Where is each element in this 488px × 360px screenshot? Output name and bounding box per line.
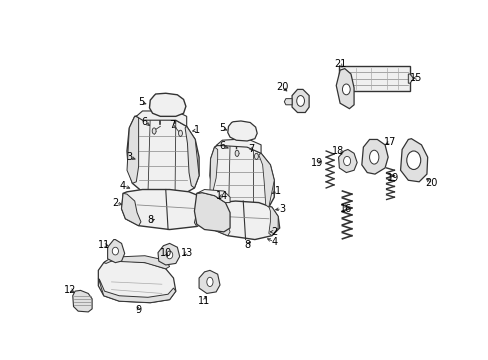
Text: 19: 19 bbox=[386, 173, 398, 183]
Text: 16: 16 bbox=[340, 204, 352, 214]
Polygon shape bbox=[268, 206, 278, 236]
Text: 1: 1 bbox=[274, 186, 281, 196]
Polygon shape bbox=[149, 93, 185, 116]
Text: 5: 5 bbox=[219, 123, 225, 133]
Text: 21: 21 bbox=[333, 59, 346, 69]
Text: 2: 2 bbox=[112, 198, 118, 208]
Polygon shape bbox=[258, 153, 274, 207]
Ellipse shape bbox=[254, 153, 258, 159]
Text: 4: 4 bbox=[271, 237, 277, 247]
Text: 1: 1 bbox=[193, 125, 200, 135]
Text: 11: 11 bbox=[98, 240, 110, 250]
Polygon shape bbox=[361, 139, 387, 174]
Text: 11: 11 bbox=[198, 296, 210, 306]
Ellipse shape bbox=[369, 150, 378, 164]
Polygon shape bbox=[107, 239, 124, 263]
Text: 7: 7 bbox=[168, 120, 175, 130]
Polygon shape bbox=[227, 121, 257, 141]
Ellipse shape bbox=[178, 130, 182, 136]
Polygon shape bbox=[216, 139, 261, 153]
Polygon shape bbox=[194, 195, 209, 226]
Text: 3: 3 bbox=[278, 204, 285, 214]
Polygon shape bbox=[209, 143, 274, 213]
Text: 8: 8 bbox=[244, 240, 250, 250]
Text: 12: 12 bbox=[64, 285, 77, 294]
Text: 3: 3 bbox=[126, 152, 132, 162]
Polygon shape bbox=[158, 243, 179, 265]
Polygon shape bbox=[122, 193, 141, 226]
Polygon shape bbox=[136, 111, 186, 126]
Polygon shape bbox=[98, 260, 176, 303]
Ellipse shape bbox=[296, 95, 304, 106]
Polygon shape bbox=[196, 189, 230, 203]
Text: 15: 15 bbox=[409, 73, 422, 83]
Ellipse shape bbox=[152, 128, 156, 134]
Text: 19: 19 bbox=[310, 158, 323, 167]
Text: 6: 6 bbox=[219, 141, 225, 150]
Text: 7: 7 bbox=[247, 144, 254, 154]
Polygon shape bbox=[103, 256, 169, 269]
Text: 14: 14 bbox=[216, 191, 228, 201]
Polygon shape bbox=[194, 193, 230, 232]
Text: 9: 9 bbox=[135, 305, 142, 315]
Ellipse shape bbox=[343, 156, 350, 166]
Polygon shape bbox=[209, 206, 230, 236]
Polygon shape bbox=[127, 115, 199, 195]
Polygon shape bbox=[209, 201, 279, 239]
Polygon shape bbox=[73, 291, 92, 312]
Polygon shape bbox=[98, 278, 176, 303]
Polygon shape bbox=[209, 147, 217, 191]
Polygon shape bbox=[284, 99, 291, 105]
Polygon shape bbox=[407, 74, 413, 83]
Polygon shape bbox=[400, 139, 427, 182]
Ellipse shape bbox=[112, 247, 118, 255]
Text: 8: 8 bbox=[147, 215, 153, 225]
Ellipse shape bbox=[235, 150, 239, 156]
Text: 6: 6 bbox=[142, 117, 147, 127]
Text: 20: 20 bbox=[275, 82, 287, 92]
Polygon shape bbox=[338, 66, 409, 91]
Text: 10: 10 bbox=[159, 248, 171, 258]
Polygon shape bbox=[336, 69, 353, 109]
Text: 5: 5 bbox=[138, 98, 144, 108]
Polygon shape bbox=[199, 270, 220, 293]
Ellipse shape bbox=[206, 277, 213, 287]
Polygon shape bbox=[338, 149, 356, 172]
Ellipse shape bbox=[406, 151, 420, 170]
Text: 2: 2 bbox=[270, 227, 277, 237]
Text: 18: 18 bbox=[332, 146, 344, 156]
Polygon shape bbox=[127, 116, 138, 183]
Polygon shape bbox=[122, 189, 209, 230]
Text: 17: 17 bbox=[384, 137, 396, 147]
Ellipse shape bbox=[342, 84, 349, 95]
Text: 20: 20 bbox=[425, 178, 437, 188]
Ellipse shape bbox=[166, 251, 172, 259]
Text: 13: 13 bbox=[180, 248, 192, 258]
Text: 4: 4 bbox=[120, 181, 126, 191]
Polygon shape bbox=[185, 126, 199, 188]
Polygon shape bbox=[291, 89, 308, 112]
